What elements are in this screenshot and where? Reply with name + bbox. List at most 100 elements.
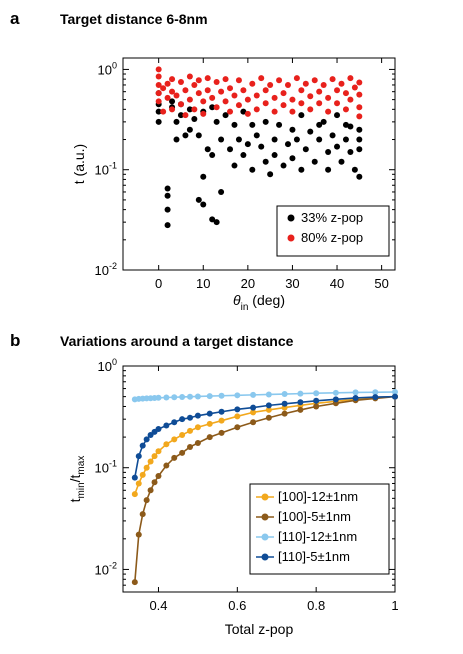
panel-a-point xyxy=(155,66,162,73)
panel-b-point xyxy=(297,406,304,413)
panel-a-point xyxy=(177,112,184,119)
panel-a-ytick-label-base: 10 xyxy=(98,62,112,77)
panel-a-point xyxy=(325,149,332,156)
panel-a-point xyxy=(320,81,327,88)
panel-a-point xyxy=(164,80,171,87)
panel-a-point xyxy=(280,162,287,169)
panel-a-ytick-label-exp: 0 xyxy=(112,60,117,70)
panel-b-point xyxy=(187,393,194,400)
panel-b-point xyxy=(206,410,213,417)
panel-a-point xyxy=(334,100,341,107)
panel-b-ytick-label-exp: 0 xyxy=(112,357,117,367)
panel-b-legend-box xyxy=(249,483,390,575)
panel-a-point xyxy=(271,152,278,159)
panel-a-point xyxy=(293,75,300,82)
panel-a-point xyxy=(240,87,247,94)
panel-a-point xyxy=(186,73,193,80)
panel-a-point xyxy=(186,126,193,133)
panel-a-point xyxy=(227,108,234,115)
panel-b-point xyxy=(313,390,320,397)
panel-a-point xyxy=(213,219,220,226)
panel-b-point xyxy=(250,391,257,398)
panel-b-point xyxy=(155,394,162,401)
panel-b-ylabel-t1: t xyxy=(67,498,83,502)
panel-b-point xyxy=(131,491,138,498)
panel-b-ytick-label-exp: -2 xyxy=(109,560,117,570)
panel-a-point xyxy=(356,136,363,143)
panel-b-point xyxy=(206,434,213,441)
panel-a-ytick-label-exp: -2 xyxy=(109,261,117,271)
panel-a-point xyxy=(338,80,345,87)
panel-a-legend-marker xyxy=(287,214,295,222)
panel-a-point xyxy=(182,87,189,94)
panel-a-point xyxy=(209,104,216,111)
panel-a-point xyxy=(213,78,220,85)
panel-b-letter: b xyxy=(10,331,20,350)
panel-a-ytick-label: 10-2 xyxy=(95,261,117,278)
panel-b-ylabel-sub1: min xyxy=(76,482,87,498)
panel-a-point xyxy=(186,106,193,113)
panel-a-point xyxy=(200,201,207,208)
panel-a-point xyxy=(155,98,162,105)
panel-b-point xyxy=(265,402,272,409)
panel-a-ytick-label: 100 xyxy=(98,60,117,77)
panel-b-point xyxy=(179,431,186,438)
panel-a-point xyxy=(231,162,238,169)
panel-b-ytick-label-exp: -1 xyxy=(109,459,117,469)
panel-a-point xyxy=(191,81,198,88)
panel-b-point xyxy=(297,390,304,397)
panel-b-ylabel-sub2: max xyxy=(76,456,87,475)
panel-a-ytick-label-base: 10 xyxy=(95,263,109,278)
panel-b-point xyxy=(392,389,398,396)
panel-b-legend-label: [110]-5±1nm xyxy=(278,549,350,564)
panel-b-point xyxy=(352,394,359,401)
panel-b-point xyxy=(194,412,201,419)
panel-b-point xyxy=(332,389,339,396)
panel-a-ytick-label: 10-1 xyxy=(95,161,117,178)
panel-b-point xyxy=(179,449,186,456)
panel-a-point xyxy=(164,192,171,199)
panel-a-point xyxy=(213,118,220,125)
panel-b-point xyxy=(234,406,241,413)
panel-b-ytick-label: 10-1 xyxy=(95,459,117,476)
panel-b-point xyxy=(352,389,359,396)
panel-a-legend-label: 80% z-pop xyxy=(301,230,363,245)
panel-a-point xyxy=(276,121,283,128)
panel-a-point xyxy=(342,106,349,113)
panel-b-point xyxy=(194,439,201,446)
panel-a-point xyxy=(356,104,363,111)
panel-a-point xyxy=(164,185,171,192)
panel-a-legend-label: 33% z-pop xyxy=(301,210,363,225)
panel-a-legend: 33% z-pop 80% z-pop xyxy=(276,205,390,257)
panel-a-xtick-label: 30 xyxy=(285,276,299,291)
panel-b-point xyxy=(250,419,257,426)
panel-a-point xyxy=(280,102,287,109)
panel-a-point xyxy=(164,94,171,101)
panel-a-point xyxy=(191,116,198,123)
panel-a-point xyxy=(191,106,198,113)
panel-b-ylabel: tmin/tmax xyxy=(67,456,87,503)
panel-a-point xyxy=(267,81,274,88)
panel-a-point xyxy=(235,102,242,109)
panel-a-point xyxy=(204,75,211,82)
panel-b-point xyxy=(135,531,142,538)
panel-a-point xyxy=(298,100,305,107)
panel-a-point xyxy=(169,88,176,95)
panel-a-point xyxy=(298,87,305,94)
panel-a-point xyxy=(347,123,354,130)
panel-b-point xyxy=(187,414,194,421)
panel-b-point xyxy=(139,471,146,478)
panel-a-xtick-label: 0 xyxy=(155,276,162,291)
panel-a-point xyxy=(155,118,162,125)
panel-a-point xyxy=(160,108,167,115)
panel-a-point xyxy=(276,77,283,84)
panel-b-point xyxy=(234,392,241,399)
panel-a-xlabel-sub: in xyxy=(241,302,249,313)
panel-a-point xyxy=(329,76,336,83)
panel-a-point xyxy=(195,77,202,84)
panel-a-xtick-label: 20 xyxy=(241,276,255,291)
panel-b-legend-label: [100]-5±1nm xyxy=(278,509,351,524)
panel-a-point xyxy=(356,126,363,133)
panel-a-point xyxy=(262,87,269,94)
